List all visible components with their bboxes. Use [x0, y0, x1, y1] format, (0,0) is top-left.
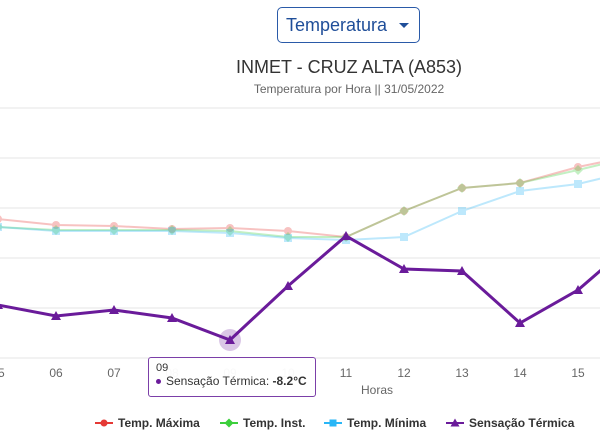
dropdown-text[interactable]: Temperatura	[286, 15, 388, 35]
marker	[284, 234, 292, 242]
x-tick-label: 13	[455, 366, 469, 380]
x-tick-label: 15	[571, 366, 585, 380]
marker	[100, 419, 108, 427]
dropdown-caret[interactable]	[399, 23, 409, 28]
tooltip: 09 Sensação Térmica: -8.2°C	[148, 357, 316, 397]
marker	[226, 229, 234, 237]
tooltip-row: Sensação Térmica: -8.2°C	[156, 374, 308, 388]
marker	[226, 224, 234, 232]
marker	[458, 184, 466, 192]
x-tick-label: 05	[0, 366, 5, 380]
marker	[516, 179, 524, 187]
marker	[110, 227, 118, 235]
tooltip-value: -8.2°C	[272, 374, 307, 388]
marker	[225, 335, 235, 344]
series	[0, 231, 600, 351]
marker	[283, 232, 293, 242]
marker	[52, 221, 60, 229]
marker	[0, 215, 2, 223]
series-line	[0, 234, 600, 342]
marker	[515, 318, 525, 327]
marker	[573, 165, 583, 175]
marker	[400, 233, 408, 241]
series-line	[0, 177, 600, 242]
marker	[0, 303, 3, 309]
marker	[399, 264, 409, 273]
tooltip-category: 09	[156, 362, 169, 374]
legend-label: Sensação Térmica	[469, 416, 575, 430]
marker	[109, 225, 119, 235]
marker	[167, 225, 177, 235]
marker	[168, 227, 176, 235]
marker	[225, 226, 235, 236]
series	[0, 161, 600, 241]
marker	[450, 418, 460, 427]
marker	[0, 223, 2, 231]
marker	[0, 224, 3, 230]
marker	[573, 285, 583, 294]
marker	[457, 183, 467, 193]
tooltip-series: Sensação Térmica:	[166, 374, 270, 388]
marker	[457, 266, 467, 275]
marker	[168, 225, 176, 233]
legend-label: Temp. Máxima	[118, 416, 200, 430]
marker	[400, 207, 408, 215]
marker	[283, 281, 293, 290]
x-tick-label: 07	[107, 366, 121, 380]
marker	[109, 305, 119, 314]
x-axis-label: Horas	[361, 383, 393, 397]
marker	[110, 222, 118, 230]
marker	[458, 207, 466, 215]
marker	[52, 227, 60, 235]
x-tick-label: 14	[513, 366, 527, 380]
legend-label: Temp. Mínima	[347, 416, 426, 430]
dropdown[interactable]: Temperatura	[277, 7, 420, 43]
series	[0, 163, 600, 242]
marker	[515, 178, 525, 188]
marker	[329, 419, 337, 427]
x-tick-label: 11	[340, 366, 353, 380]
series-line	[0, 161, 600, 239]
tooltip-dot	[156, 379, 161, 385]
chart-title: INMET - CRUZ ALTA (A853)	[236, 57, 462, 77]
marker	[516, 187, 524, 195]
marker	[574, 180, 582, 188]
marker	[574, 163, 582, 171]
chart-subtitle: Temperatura por Hora || 31/05/2022	[254, 82, 445, 96]
marker	[51, 225, 61, 235]
x-tick-label: 12	[397, 366, 411, 380]
marker	[51, 311, 61, 320]
series-line	[0, 163, 600, 238]
marker	[341, 231, 351, 240]
marker	[399, 206, 409, 216]
legend-label: Temp. Inst.	[243, 416, 305, 430]
x-tick-label: 06	[49, 366, 63, 380]
marker	[167, 313, 177, 322]
marker	[284, 227, 292, 235]
marker	[224, 418, 234, 428]
